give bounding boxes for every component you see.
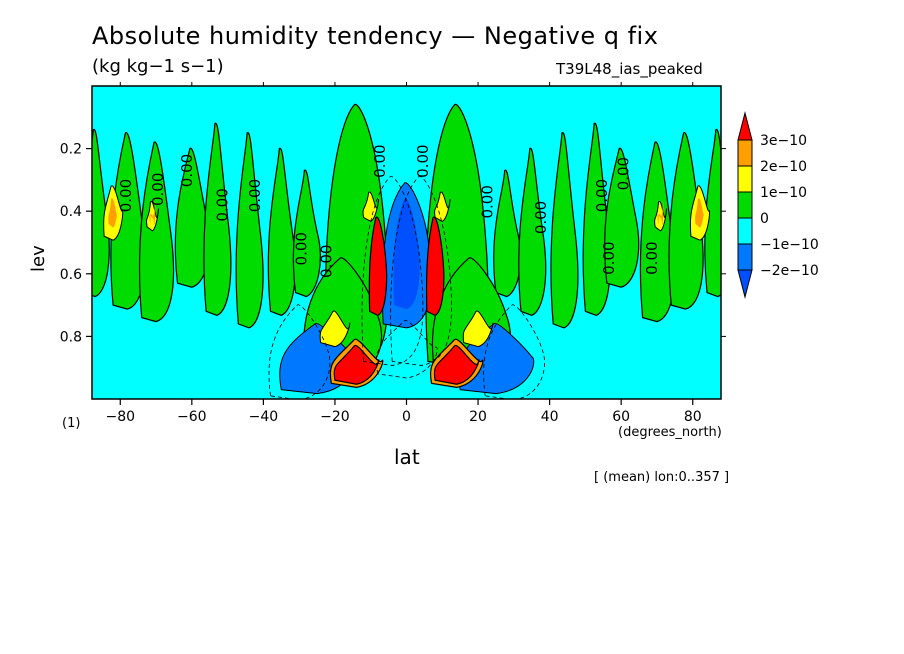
- colorbar-label: −2e−10: [760, 263, 819, 279]
- x-tick-label: −60: [177, 409, 207, 425]
- polar-positive-core: [695, 198, 705, 228]
- colorbar-segment: [737, 191, 753, 219]
- colorbar-label: 0: [760, 211, 769, 227]
- x-tick-label: 0: [402, 409, 411, 425]
- chart-title: Absolute humidity tendency — Negative q …: [92, 22, 659, 50]
- positive-tongue: [292, 169, 321, 298]
- chart-units: (kg kg−1 s−1): [92, 56, 224, 77]
- x-tick-label: 40: [541, 409, 559, 425]
- y-axis: 0.2 0.4 0.6 0.8: [60, 142, 726, 345]
- contour-field: [92, 86, 721, 399]
- positive-low: [333, 345, 380, 385]
- contour-label: 0.00: [292, 232, 310, 265]
- x-tick-label: 80: [684, 409, 702, 425]
- positive-tongue: [604, 147, 640, 288]
- x-axis-label: lat: [394, 445, 420, 469]
- x-tick-label: −80: [105, 409, 135, 425]
- contour-label: 0.00: [478, 185, 496, 218]
- colorbar-segment: [737, 217, 753, 245]
- negative-contour: [376, 320, 438, 379]
- positive-tongue: [138, 141, 175, 323]
- negative-contour: [483, 304, 545, 399]
- positive-tongue: [92, 129, 110, 298]
- y-tick-label: 0.2: [60, 142, 82, 158]
- colorbar-label: 1e−10: [760, 185, 807, 201]
- contour-label: 0.00: [600, 241, 618, 274]
- contour-label: 0.00: [149, 173, 167, 206]
- positive-patch: [319, 310, 351, 348]
- positive-patch: [362, 191, 380, 223]
- polar-positive-core: [149, 201, 156, 225]
- negative-core-inner: [393, 198, 420, 310]
- contour-label: 0.00: [178, 154, 196, 187]
- positive-low: [433, 345, 480, 385]
- colorbar-segment: [737, 139, 753, 167]
- contour-label: 0.00: [593, 179, 611, 212]
- colorbar-arrow-bottom: [737, 269, 753, 299]
- contour-label: 0.00: [414, 144, 432, 177]
- negative-contour: [361, 176, 424, 366]
- y-tick-label: 0.4: [60, 204, 82, 220]
- run-label: T39L48_ias_peaked: [556, 60, 703, 78]
- colorbar-label: 2e−10: [760, 159, 807, 175]
- x-tick-label: 20: [469, 409, 487, 425]
- contour-label: 0.00: [532, 201, 550, 234]
- contour-label: 0.00: [214, 188, 232, 221]
- x-tick-label: 60: [612, 409, 630, 425]
- positive-tongue: [550, 132, 579, 329]
- y-axis-unit: (1): [62, 416, 81, 431]
- polar-positive-core: [108, 198, 118, 228]
- colorbar-arrow-top: [737, 111, 753, 141]
- contour-labels: 0.00 0.000.000.00 0.000.00 0.000.00 0.000.00…: [117, 144, 661, 278]
- positive-tongue: [582, 122, 611, 317]
- contour-label: 0.00: [246, 179, 264, 212]
- colorbar-label: 3e−10: [760, 133, 807, 149]
- negative-contour: [390, 176, 452, 366]
- contour-label: 0.00: [117, 179, 135, 212]
- positive-tongue: [668, 132, 704, 310]
- averaging-note: [ (mean) lon:0..357 ]: [594, 470, 730, 485]
- y-tick-label: 0.8: [60, 329, 82, 345]
- positive-patch: [462, 310, 494, 348]
- contour-label: 0.00: [643, 241, 661, 274]
- positive-patch: [434, 191, 451, 223]
- positive-tongue: [518, 147, 547, 317]
- positive-tongue: [235, 132, 264, 329]
- contour-label: 0.00: [317, 245, 335, 278]
- positive-tongue: [203, 122, 232, 317]
- colorbar-label: −1e−10: [760, 237, 819, 253]
- x-tick-label: −40: [249, 409, 279, 425]
- y-tick-label: 0.6: [60, 267, 82, 283]
- polar-positive-core: [657, 201, 664, 225]
- negative-contour: [268, 304, 331, 399]
- x-axis-unit: (degrees_north): [618, 425, 722, 440]
- colorbar: 3e−10 2e−10 1e−10 0 −1e−10 −2e−10: [737, 111, 819, 299]
- contour-label: 0.00: [371, 144, 389, 177]
- colorbar-segment: [737, 165, 753, 193]
- contour-label: 0.00: [614, 157, 632, 190]
- positive-tongue: [704, 129, 721, 298]
- x-axis: −80 −60 −40 −20 0 20 40 60 80: [105, 82, 702, 425]
- colorbar-segment: [737, 243, 753, 271]
- positive-tongue: [267, 147, 296, 317]
- positive-column: [368, 216, 388, 317]
- x-tick-label: −20: [320, 409, 350, 425]
- positive-column: [425, 216, 445, 317]
